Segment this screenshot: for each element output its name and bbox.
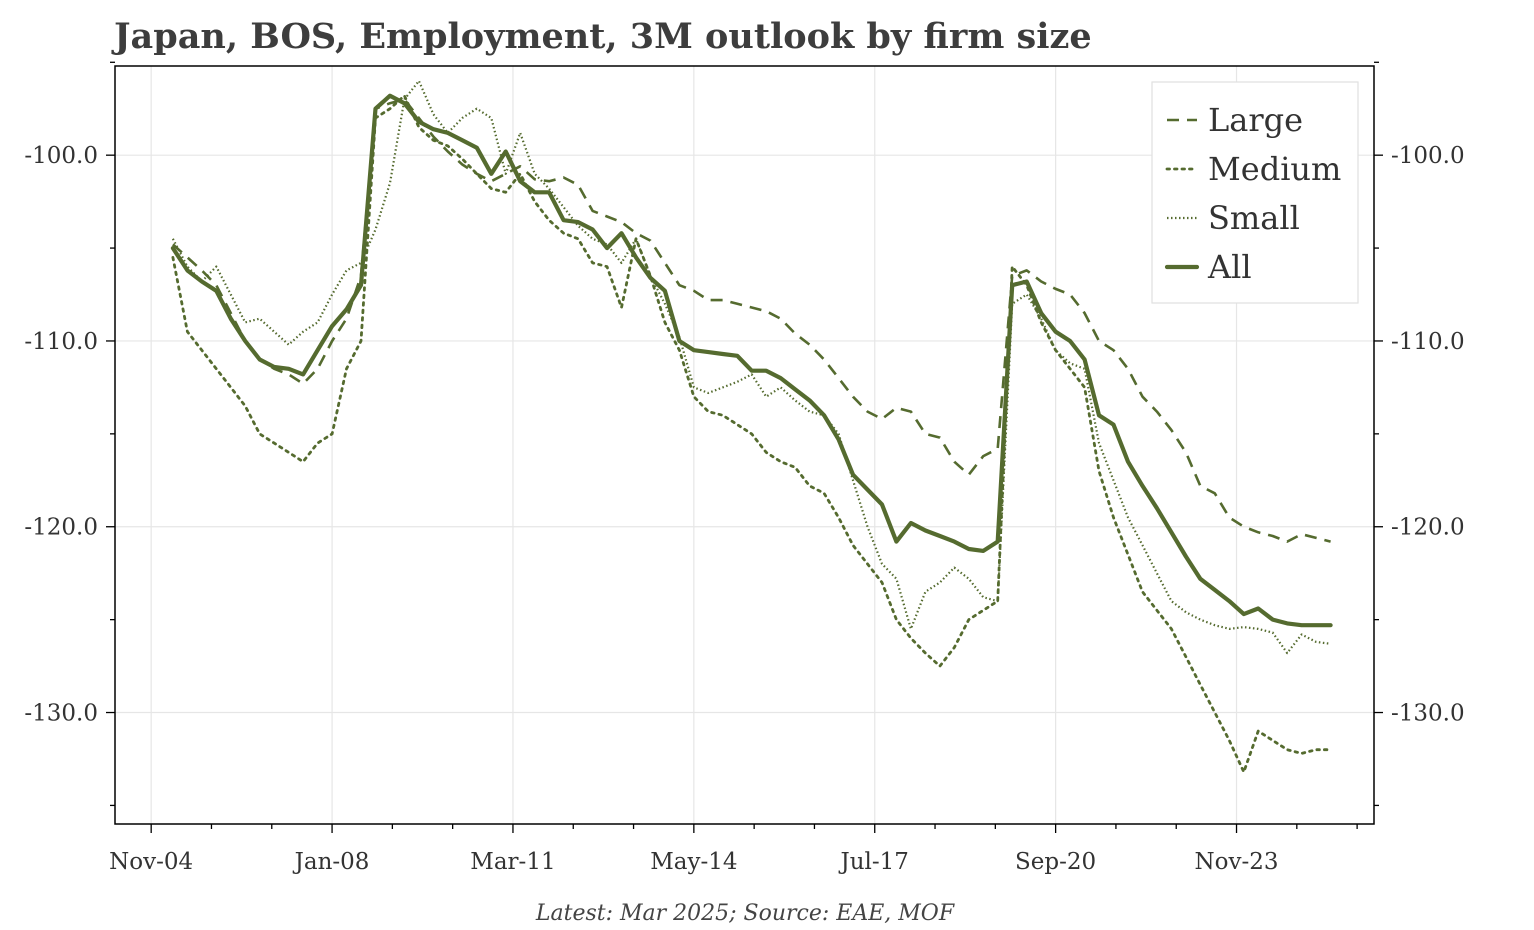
- y-left-tick-label: -130.0: [24, 701, 98, 727]
- x-tick-label: Jul-17: [839, 849, 909, 875]
- x-tick-label: Sep-20: [1015, 849, 1096, 875]
- axes: Nov-04 Jan-08 Mar-11 May-14 Jul-17 Sep-20 Nov-…: [24, 61, 1465, 875]
- series-line-medium: [171, 94, 1332, 774]
- y-left-tick-label: -100.0: [24, 143, 98, 169]
- legend-box: [1151, 81, 1359, 304]
- legend-label-medium: Medium: [1208, 150, 1341, 188]
- chart-caption: Latest: Mar 2025; Source: EAE, MOF: [535, 901, 955, 926]
- y-right-tick-label: -130.0: [1391, 701, 1465, 727]
- grid: [115, 66, 1374, 824]
- chart-title: Japan, BOS, Employment, 3M outlook by fi…: [111, 16, 1092, 57]
- y-right-tick-label: -100.0: [1391, 143, 1465, 169]
- y-right-tick-label: -110.0: [1391, 329, 1465, 355]
- x-tick-label: May-14: [650, 849, 737, 875]
- x-tick-label: Jan-08: [293, 849, 370, 875]
- y-left-tick-label: -110.0: [24, 329, 98, 355]
- plot-frame: [114, 65, 1375, 825]
- series-line-large: [172, 98, 1331, 543]
- legend-label-large: Large: [1208, 101, 1303, 139]
- x-tick-label: Nov-23: [1195, 849, 1279, 875]
- series-line-all: [170, 93, 1333, 628]
- y-right-tick-label: -120.0: [1391, 515, 1465, 541]
- x-tick-label: Mar-11: [470, 849, 555, 875]
- series-line-small: [171, 79, 1331, 655]
- legend: Large Medium Small All: [1151, 81, 1359, 304]
- legend-label-all: All: [1207, 248, 1252, 286]
- series-lines: [170, 79, 1333, 774]
- x-tick-label: Nov-04: [109, 849, 193, 875]
- legend-label-small: Small: [1208, 199, 1300, 237]
- y-left-tick-label: -120.0: [24, 515, 98, 541]
